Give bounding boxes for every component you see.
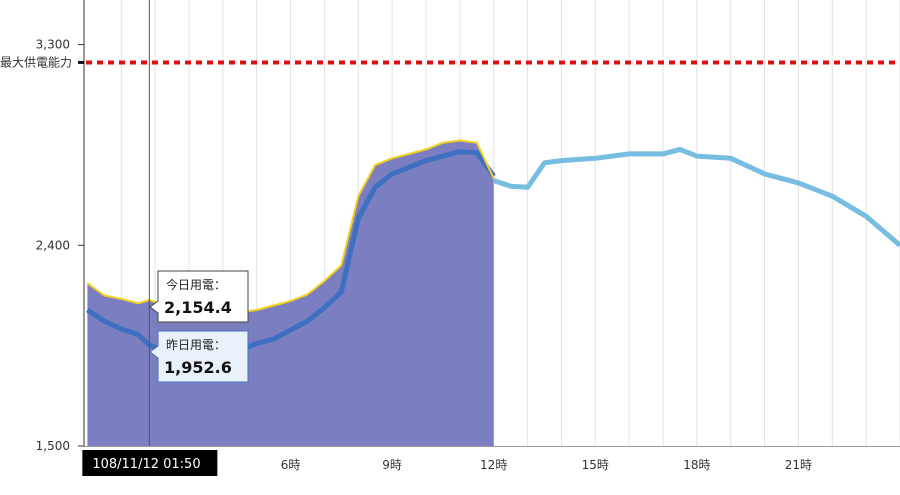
x-tick-label: 9時 <box>382 458 402 472</box>
y-tick-label: 3,300 <box>36 38 70 52</box>
y-tick-label: 2,400 <box>36 238 70 252</box>
x-tick-label: 21時 <box>785 458 812 472</box>
x-tick-label: 6時 <box>281 458 301 472</box>
tooltip-yesterday-label: 昨日用電： <box>166 338 226 352</box>
tooltip-today-label: 今日用電： <box>166 277 226 292</box>
tooltip-today-box <box>149 270 249 323</box>
series-forecast-line <box>492 146 900 248</box>
x-tick-label: 18時 <box>683 458 710 472</box>
max-supply-group: 最大供電能力 <box>0 55 900 69</box>
max-supply-label: 最大供電能力 <box>0 55 72 69</box>
tooltip-yesterday-box <box>149 330 249 383</box>
tooltip-today: 今日用電： 2,154.4 <box>149 270 249 323</box>
vertical-grid <box>120 0 900 446</box>
x-tick-label: 15時 <box>582 458 609 472</box>
tooltip-yesterday: 昨日用電： 1,952.6 <box>149 330 249 383</box>
x-tick-labels: 6時 9時 12時 15時 18時 21時 <box>281 458 812 472</box>
tooltip-yesterday-value: 1,952.6 <box>164 358 232 377</box>
y-tick-labels: 1,500 2,400 3,300 <box>36 38 84 453</box>
crosshair-time-box <box>82 450 218 476</box>
x-tick-label: 12時 <box>480 458 507 472</box>
crosshair-time-label: 108/11/12 01:50 <box>92 457 200 472</box>
tooltip-today-value: 2,154.4 <box>164 298 232 317</box>
y-tick-label: 1,500 <box>36 439 70 453</box>
crosshair: 108/11/12 01:50 <box>82 0 218 476</box>
